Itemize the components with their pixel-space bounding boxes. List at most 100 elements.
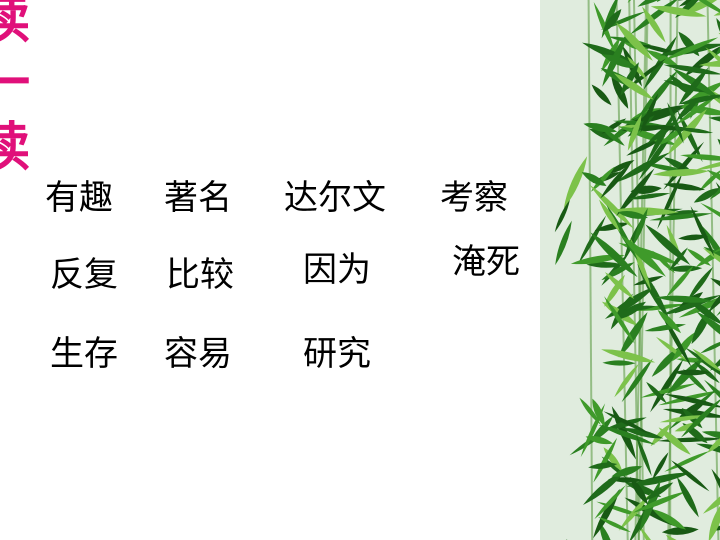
bamboo-leaf — [610, 293, 633, 330]
bamboo-leaf — [593, 437, 618, 483]
bamboo-leaf — [702, 247, 720, 279]
bamboo-leaf — [636, 435, 652, 477]
bamboo-leaf — [684, 346, 720, 385]
bamboo-leaves-decoration — [540, 0, 720, 540]
bamboo-leaf — [680, 397, 720, 438]
bamboo-leaf — [693, 187, 720, 203]
bamboo-leaf — [693, 156, 720, 171]
bamboo-leaf — [666, 265, 694, 298]
bamboo-leaf — [680, 154, 720, 161]
bamboo-leaf — [664, 37, 719, 60]
bamboo-leaf — [601, 349, 656, 363]
bamboo-leaf — [675, 95, 717, 125]
bamboo-leaf — [591, 84, 612, 106]
bamboo-leaf — [676, 476, 699, 518]
bamboo-leaf — [586, 262, 625, 268]
bamboo-leaf — [690, 206, 715, 257]
bamboo-leaf — [626, 472, 691, 487]
bamboo-leaf — [611, 466, 643, 477]
bamboo-leaf — [707, 433, 720, 453]
title-char: 读 — [0, 117, 31, 178]
bamboo-leaf — [651, 345, 682, 377]
bamboo-leaf — [644, 482, 674, 501]
bamboo-leaf — [630, 476, 648, 505]
bamboo-leaf — [623, 217, 644, 262]
bamboo-leaf — [666, 357, 704, 395]
bamboo-leaf — [709, 344, 720, 371]
bamboo-leaf — [640, 93, 659, 133]
bamboo-leaf — [633, 207, 648, 246]
bamboo-leaf — [658, 427, 691, 455]
bamboo-leaf — [701, 431, 720, 440]
bamboo-leaf — [646, 50, 680, 67]
bamboo-leaf — [667, 265, 703, 272]
bamboo-leaf — [614, 363, 639, 398]
bamboo-leaf — [672, 369, 711, 376]
bamboo-leaf — [594, 222, 630, 231]
bamboo-leaf — [642, 6, 666, 43]
bamboo-leaf — [616, 168, 655, 217]
bamboo-leaf — [621, 235, 666, 277]
bamboo-leaf — [616, 22, 653, 61]
bamboo-leaf — [662, 408, 720, 418]
bamboo-leaf — [692, 348, 720, 373]
word-fanfu: 反复 — [50, 255, 118, 295]
bamboo-leaf — [602, 360, 636, 366]
bamboo-leaf — [603, 411, 651, 435]
bamboo-leaf — [621, 358, 653, 403]
bamboo-leaf — [645, 224, 691, 266]
bamboo-leaf — [633, 491, 687, 513]
bamboo-leaf — [590, 232, 638, 278]
bamboo-leaf — [661, 526, 699, 535]
bamboo-leaf — [600, 162, 632, 199]
word-yanjiu: 研究 — [303, 334, 371, 374]
bamboo-leaf — [593, 2, 615, 53]
bamboo-leaf — [602, 417, 647, 431]
bamboo-leaf — [669, 247, 688, 271]
bamboo-leaf — [687, 266, 714, 301]
bamboo-leaf — [555, 220, 572, 266]
bamboo-leaf — [696, 311, 720, 349]
bamboo-leaf — [676, 127, 714, 134]
bamboo-leaf — [599, 199, 621, 233]
bamboo-leaf — [629, 0, 681, 35]
word-darwin: 达尔文 — [284, 178, 386, 218]
bamboo-leaf — [650, 6, 707, 17]
title-char: 一 — [0, 53, 31, 114]
bamboo-leaf — [618, 312, 648, 358]
bamboo-leaf — [646, 119, 679, 145]
bamboo-leaf — [602, 128, 625, 146]
bamboo-leaf — [663, 64, 720, 75]
bamboo-leaf — [588, 462, 618, 469]
bamboo-leaf — [601, 456, 627, 479]
bamboo-leaf — [599, 522, 615, 540]
bamboo-leaf — [598, 424, 656, 445]
bamboo-leaf — [705, 47, 720, 87]
bamboo-leaf — [604, 272, 635, 299]
bamboo-leaf — [678, 67, 709, 105]
word-rongyi: 容易 — [164, 334, 232, 374]
bamboo-leaf — [637, 0, 687, 7]
bamboo-leaf — [650, 359, 684, 413]
bamboo-leaf — [703, 246, 720, 268]
bamboo-leaf — [686, 0, 720, 17]
bamboo-leaf — [578, 215, 607, 264]
bamboo-leaf — [652, 169, 709, 177]
bamboo-leaf — [663, 141, 705, 190]
bamboo-leaf — [704, 379, 720, 420]
bamboo-leaf — [640, 383, 697, 398]
bamboo-leaf — [709, 176, 720, 200]
bamboo-leaf — [580, 403, 606, 458]
bamboo-leaf — [652, 452, 669, 480]
bamboo-leaf — [708, 285, 720, 313]
bamboo-leaf — [691, 307, 712, 345]
bamboo-leaf — [623, 305, 657, 311]
bamboo-leaf — [579, 397, 601, 425]
bamboo-leaf — [686, 248, 712, 266]
bamboo-leaf — [594, 485, 626, 520]
bamboo-leaf — [709, 520, 720, 531]
word-zhuming: 著名 — [164, 178, 232, 218]
bamboo-leaf — [698, 59, 720, 67]
bamboo-leaf — [615, 152, 671, 183]
vertical-title: 读 一 读 — [0, 0, 34, 180]
